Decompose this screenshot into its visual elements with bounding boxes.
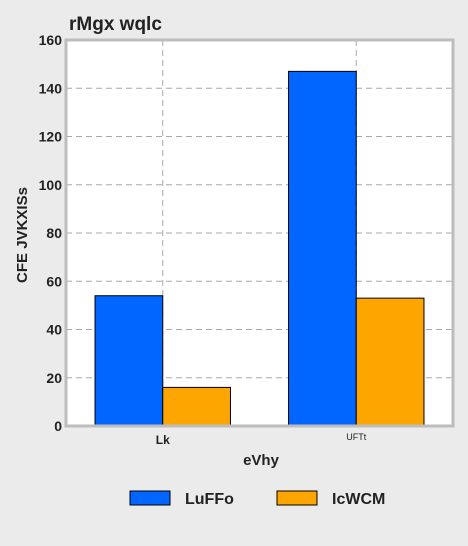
legend: LuFFo IcWCM bbox=[129, 490, 385, 508]
x-axis-label: eVhy bbox=[243, 452, 280, 469]
y-tick-label: 100 bbox=[39, 177, 63, 193]
bar-IcWCM-UFTt bbox=[355, 297, 425, 427]
y-tick-label: 160 bbox=[39, 32, 63, 48]
y-tick-label: 60 bbox=[46, 273, 62, 289]
y-tick-label: 140 bbox=[39, 80, 63, 96]
y-tick-label: 0 bbox=[54, 418, 62, 434]
bar-IcWCM-Lk bbox=[162, 386, 231, 427]
legend-label-IcWCM: IcWCM bbox=[332, 491, 385, 508]
x-tick-label: Lk bbox=[156, 433, 170, 447]
chart-title: rMgx wqlc bbox=[69, 14, 162, 35]
y-tick-label: 20 bbox=[46, 370, 62, 386]
y-tick-label: 120 bbox=[39, 129, 63, 145]
legend-label-LuFFo: LuFFo bbox=[185, 491, 234, 508]
x-tick-label: UFTt bbox=[346, 432, 366, 442]
legend-swatch-LuFFo bbox=[129, 490, 171, 506]
y-tick-label: 80 bbox=[46, 225, 62, 241]
y-axis-label: CFE JVKXISs bbox=[14, 187, 31, 283]
plot-area: 0 20 40 60 80 100 120 140 160 Lk UFTt bbox=[39, 32, 455, 447]
bar-LuFFo-Lk bbox=[94, 295, 164, 427]
plot-frame bbox=[64, 38, 455, 428]
y-tick-label: 40 bbox=[46, 322, 62, 338]
legend-swatch-IcWCM bbox=[276, 490, 318, 506]
bar-LuFFo-UFTt bbox=[288, 70, 357, 427]
